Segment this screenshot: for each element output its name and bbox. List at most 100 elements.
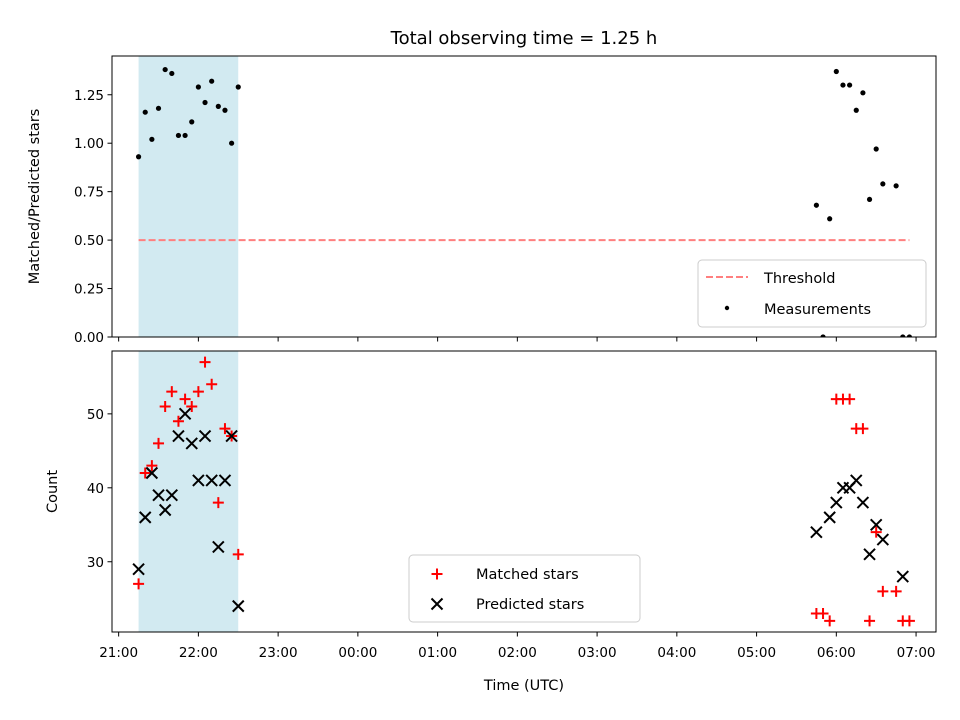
x-tick-label: 03:00 [578, 645, 617, 661]
matched-star-point [890, 585, 902, 597]
count-points [132, 356, 915, 627]
measurement-point [169, 70, 175, 77]
legend-matched-label: Matched stars [476, 567, 579, 583]
x-tick-label: 22:00 [179, 645, 218, 661]
predicted-star-point [212, 540, 225, 554]
ratio-legend: Threshold Measurements [697, 259, 927, 328]
measurement-point [906, 334, 913, 337]
legend-predicted-swatch [430, 597, 444, 611]
y-tick-label: 1.25 [74, 88, 104, 104]
ratio-panel-frame [111, 55, 937, 338]
matched-star-point [232, 548, 244, 560]
predicted-star-point [185, 437, 198, 450]
matched-star-point [857, 423, 869, 435]
predicted-star-point [896, 570, 909, 583]
measurement-point [847, 82, 853, 88]
predicted-star-point [178, 407, 192, 421]
matched-star-point [219, 423, 231, 435]
matched-star-point [172, 415, 184, 427]
matched-star-point [864, 615, 876, 627]
predicted-star-point [856, 496, 870, 509]
predicted-star-point [869, 518, 883, 531]
matched-star-point [903, 615, 915, 627]
count-panel: 30 40 50 21:00 22:00 23:00 00:00 01:00 02:00 03:0… [45, 350, 937, 694]
x-tick-label: 23:00 [259, 645, 298, 661]
predicted-star-point [139, 511, 152, 524]
measurement-points [135, 66, 913, 337]
measurement-point [189, 119, 195, 125]
matched-star-point [192, 386, 204, 398]
ratio-panel: 0.00 0.25 0.50 0.75 1.00 1.25 Matched/Predicte… [27, 55, 937, 346]
measurement-point [893, 183, 899, 189]
x-tick-label: 06:00 [817, 645, 856, 661]
x-tick-label: 02:00 [498, 645, 537, 661]
matched-star-point [146, 460, 158, 472]
measurement-point [155, 105, 162, 111]
predicted-star-point [172, 429, 185, 443]
y-axis-label: Matched/Predicted stars [27, 109, 43, 285]
matched-star-point [186, 400, 198, 412]
matched-star-point [139, 467, 151, 479]
measurement-point [840, 82, 846, 88]
measurement-point [135, 154, 142, 160]
measurement-point [866, 196, 873, 203]
y-axis-label: Count [45, 470, 61, 513]
predicted-star-point [830, 496, 843, 509]
y-tick-label: 50 [87, 407, 104, 423]
predicted-star-point [152, 488, 165, 502]
matched-star-point [206, 378, 218, 390]
predicted-star-point [218, 474, 232, 487]
measurement-point [813, 202, 819, 208]
legend-box [408, 554, 641, 623]
matched-star-point [877, 585, 889, 597]
y-tick-label: 40 [87, 481, 104, 497]
legend-measurement-label: Measurements [764, 302, 871, 318]
matched-star-point [159, 400, 171, 412]
predicted-star-point [823, 511, 836, 524]
legend-measurement-swatch [724, 305, 730, 311]
y-tick-label: 30 [87, 555, 104, 571]
measurement-point [209, 78, 215, 84]
measurement-point [149, 136, 155, 142]
observing-interval-band [138, 56, 239, 337]
predicted-star-point [192, 474, 205, 487]
chart-title: Total observing time = 1.25 h [390, 28, 658, 49]
measurement-point [142, 109, 148, 115]
legend-predicted-label: Predicted stars [476, 597, 584, 613]
measurement-point [873, 146, 879, 152]
y-tick-label: 1.00 [74, 136, 104, 152]
measurement-point [827, 216, 833, 222]
matched-star-point [166, 386, 178, 398]
measurement-point [900, 334, 906, 337]
predicted-star-point [863, 548, 876, 561]
predicted-star-point [205, 474, 218, 487]
y-tick-label: 0.25 [74, 282, 104, 298]
measurement-point [175, 132, 182, 139]
measurement-point [235, 84, 241, 90]
x-tick-label: 21:00 [99, 645, 138, 661]
matched-star-point [844, 393, 856, 405]
measurement-point [860, 90, 866, 96]
predicted-star-point [145, 466, 159, 480]
y-tick-label: 0.75 [74, 185, 104, 201]
measurement-point [222, 107, 228, 113]
predicted-star-point [132, 562, 145, 576]
legend-threshold-label: Threshold [763, 271, 835, 287]
matched-star-point [153, 437, 165, 449]
count-panel-frame [111, 350, 937, 633]
measurement-point [202, 99, 208, 106]
predicted-star-point [876, 533, 890, 546]
y-tick-label: 0.00 [74, 330, 104, 346]
count-legend: Matched stars Predicted stars [408, 554, 641, 623]
measurement-point [820, 334, 826, 337]
predicted-star-point [165, 488, 179, 502]
x-tick-label: 01:00 [418, 645, 457, 661]
matched-star-point [133, 578, 145, 590]
predicted-star-point [198, 429, 212, 443]
x-tick-label: 04:00 [657, 645, 696, 661]
measurement-point [182, 132, 188, 139]
predicted-star-point [850, 474, 863, 487]
matched-star-point [212, 497, 224, 509]
matched-star-point [824, 615, 836, 627]
measurement-point [229, 140, 235, 146]
